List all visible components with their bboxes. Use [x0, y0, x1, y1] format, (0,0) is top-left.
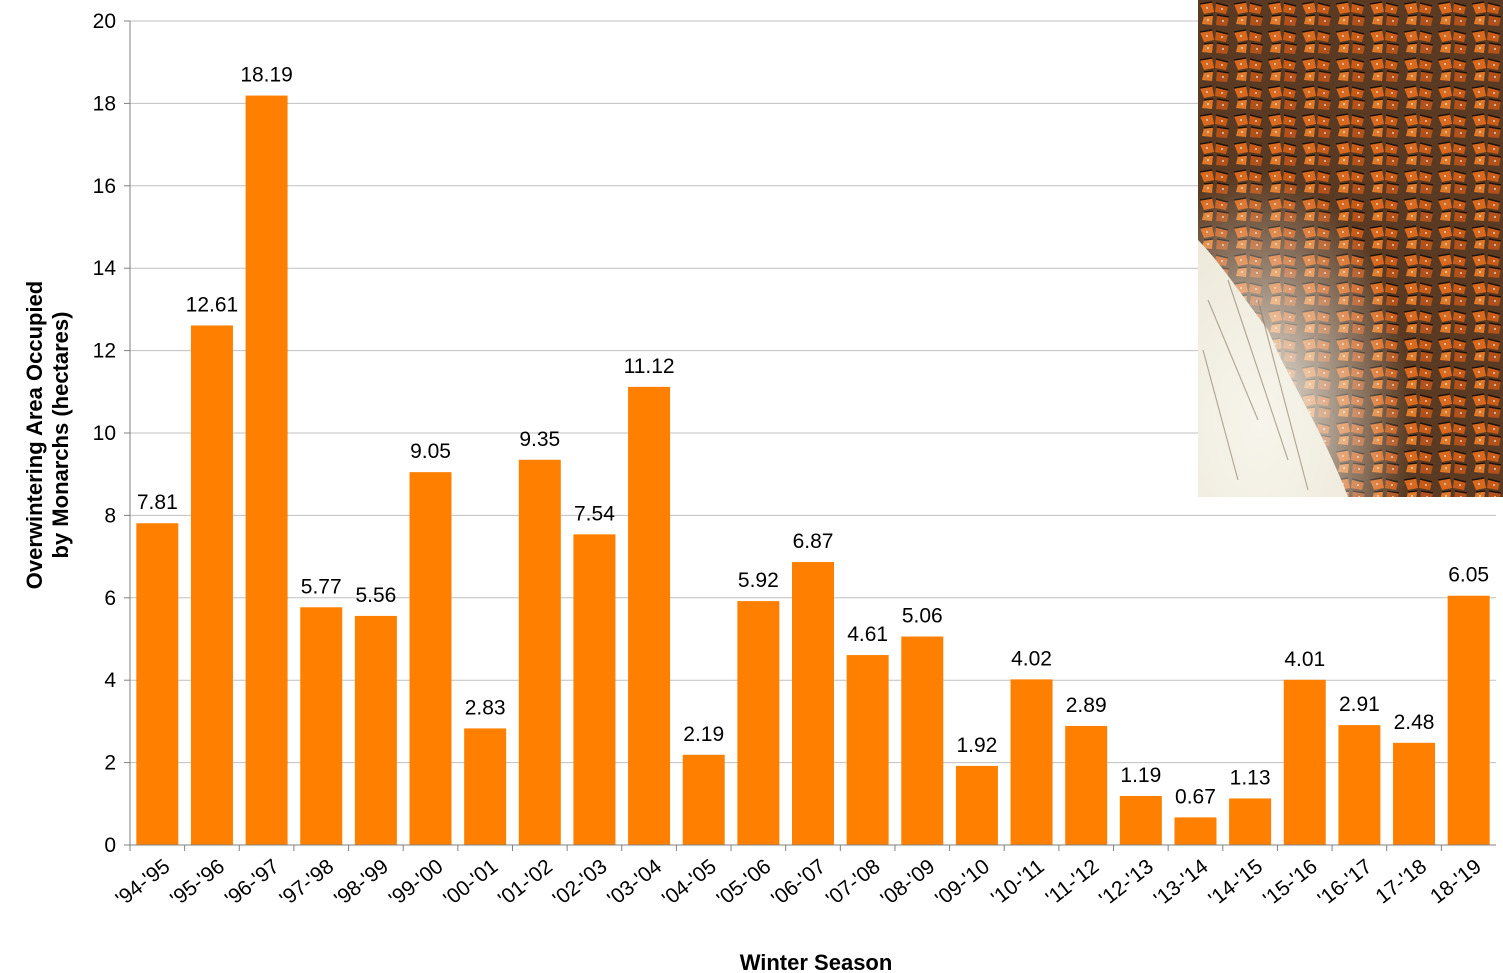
data-label: 2.83	[465, 696, 506, 719]
y-tick-label: 4	[104, 669, 116, 692]
x-tick-label: '08-'09	[877, 855, 940, 911]
bar	[409, 472, 452, 845]
y-tick-label: 20	[93, 10, 116, 33]
bar	[1065, 725, 1108, 845]
x-tick-label: '09-'10	[931, 855, 994, 911]
y-axis-title-line2: by Monarchs (hectares)	[48, 312, 73, 559]
data-label: 2.91	[1339, 693, 1380, 716]
x-tick-label: '04-'05	[658, 855, 721, 911]
y-tick-labels: 0 2 4 6 8 10 12 14 16 18 20	[93, 10, 117, 857]
x-tick-label: '98-'99	[330, 855, 393, 911]
data-label: 1.13	[1230, 766, 1271, 789]
y-axis-title-line1: Overwintering Area Occupied	[22, 281, 47, 590]
x-tick-label: '16-'17	[1314, 855, 1377, 911]
x-tick-label: '95-'96	[166, 855, 229, 911]
data-label: 6.05	[1448, 564, 1489, 587]
x-tick-label: 18-'19	[1426, 855, 1486, 909]
data-label: 5.77	[301, 575, 342, 598]
bar	[136, 523, 179, 845]
data-label: 2.89	[1066, 694, 1107, 717]
x-tick-label: '14-'15	[1204, 855, 1267, 911]
x-tick-label: '02-'03	[549, 855, 612, 911]
x-tick-label: '97-'98	[276, 855, 339, 911]
y-tick-label: 2	[104, 752, 116, 775]
bar	[1010, 679, 1053, 845]
data-label: 1.19	[1120, 764, 1161, 787]
data-label: 12.61	[186, 293, 239, 316]
data-label: 5.92	[738, 569, 779, 592]
y-tick-label: 0	[104, 834, 116, 857]
data-label: 4.02	[1011, 647, 1052, 670]
y-tick-label: 14	[93, 257, 117, 280]
bar	[846, 655, 889, 845]
x-tick-label: '03-'04	[603, 855, 666, 911]
data-label: 7.81	[137, 491, 178, 514]
x-tick-label: '94-'95	[112, 855, 175, 911]
bar	[955, 765, 998, 845]
data-label: 0.67	[1175, 785, 1216, 808]
bar	[1447, 595, 1490, 845]
bar	[354, 615, 397, 845]
monarch-butterfly-cluster-photo	[1198, 0, 1503, 497]
x-tick-label: '13-'14	[1150, 855, 1213, 911]
x-tick-label: '00-'01	[439, 855, 502, 911]
bar	[1119, 795, 1162, 845]
x-tick-label: '99-'00	[385, 855, 448, 911]
data-label: 4.61	[847, 623, 888, 646]
x-tick-label: 17-'18	[1371, 855, 1431, 909]
bar	[1393, 742, 1436, 845]
data-label: 6.87	[793, 530, 834, 553]
data-label: 18.19	[240, 64, 293, 87]
data-label: 7.54	[574, 502, 615, 525]
x-tick-label: '07-'08	[822, 855, 885, 911]
data-label: 9.35	[519, 428, 560, 451]
bar	[464, 728, 507, 845]
y-axis-title: Overwintering Area Occupied by Monarchs …	[22, 281, 73, 590]
bar	[300, 607, 343, 845]
y-tick-label: 6	[104, 587, 116, 610]
x-tick-label: '06-'07	[767, 855, 830, 911]
bar	[792, 561, 834, 845]
x-tick-labels: '94-'95'95-'96'96-'97'97-'98'98-'99'99-'…	[112, 855, 1486, 911]
x-tick-label: '05-'06	[713, 855, 776, 911]
x-tick-label: '10-'11	[987, 855, 1049, 910]
bar	[1338, 725, 1381, 845]
data-label: 9.05	[410, 440, 451, 463]
bar	[190, 325, 233, 845]
bar	[1174, 817, 1217, 845]
bar	[628, 386, 671, 845]
data-label: 5.56	[355, 584, 396, 607]
data-label: 11.12	[624, 355, 675, 378]
bar	[1229, 798, 1272, 845]
y-tick-label: 10	[93, 422, 116, 445]
x-tick-label: '15-'16	[1259, 855, 1322, 911]
x-tick-label: '12-'13	[1095, 855, 1158, 911]
x-axis-title: Winter Season	[740, 950, 893, 973]
data-label: 2.48	[1394, 711, 1435, 734]
bar	[901, 636, 944, 845]
bar	[573, 534, 616, 845]
data-label: 5.06	[902, 605, 943, 628]
y-tick-label: 16	[93, 175, 116, 198]
y-tick-label: 12	[93, 340, 116, 363]
data-label: 2.19	[683, 723, 724, 746]
bars	[136, 95, 1490, 845]
data-labels: 7.81 12.61 18.19 5.77 5.56 9.05 2.83 9.35 7.54 11…	[137, 64, 1489, 809]
y-tick-label: 8	[104, 504, 116, 527]
bar	[682, 754, 725, 845]
axes	[129, 21, 1496, 851]
y-tick-label: 18	[93, 92, 116, 115]
bar	[1283, 679, 1326, 845]
bar	[737, 601, 780, 845]
data-label: 4.01	[1284, 648, 1325, 671]
bar	[245, 95, 288, 845]
x-tick-label: '11-'12	[1042, 855, 1104, 910]
x-tick-label: '96-'97	[221, 855, 284, 911]
x-tick-label: '01-'02	[494, 855, 557, 911]
bar	[518, 459, 561, 845]
data-label: 1.92	[956, 734, 997, 757]
